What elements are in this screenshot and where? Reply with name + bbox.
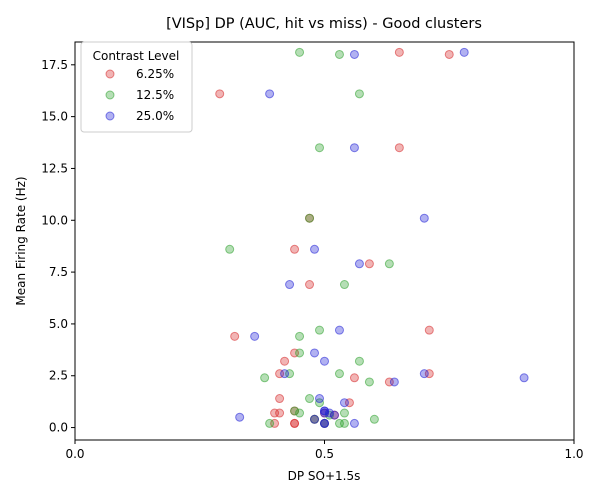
data-point-series-2 <box>349 418 359 428</box>
data-point-series-0 <box>444 49 454 59</box>
x-tick-label: 0.5 <box>315 447 334 461</box>
data-point-series-1 <box>295 47 305 57</box>
y-axis-label: Mean Firing Rate (Hz) <box>14 176 28 305</box>
data-point-series-0 <box>275 394 285 404</box>
data-point-series-2 <box>519 373 529 383</box>
data-point-series-0 <box>275 369 285 379</box>
data-point-series-0 <box>394 143 404 153</box>
data-point-series-0 <box>344 398 354 408</box>
legend: Contrast Level 6.25% 12.5% 25.0% <box>80 41 193 133</box>
legend-label: 25.0% <box>136 109 174 123</box>
data-point-series-2 <box>310 414 320 424</box>
legend-label: 6.25% <box>136 67 174 81</box>
legend-entries: 6.25% 12.5% 25.0% <box>105 67 174 123</box>
y-tick-label: 7.5 <box>49 265 68 279</box>
data-point-series-2 <box>339 398 349 408</box>
data-point-series-1 <box>354 89 364 99</box>
data-point-series-1 <box>384 259 394 269</box>
data-point-series-1 <box>364 377 374 387</box>
y-tick-label: 12.5 <box>41 161 68 175</box>
data-point-series-1 <box>339 418 349 428</box>
data-point-series-2 <box>285 280 295 290</box>
data-point-series-1 <box>305 213 315 223</box>
data-point-series-2 <box>349 143 359 153</box>
data-point-series-0 <box>394 47 404 57</box>
data-point-series-1 <box>260 373 270 383</box>
data-point-series-2 <box>250 331 260 341</box>
data-point-series-2 <box>265 89 275 99</box>
legend-box <box>80 41 193 133</box>
data-point-series-2 <box>320 406 329 416</box>
data-point-series-0 <box>424 369 434 379</box>
data-point-series-2 <box>389 377 399 387</box>
data-point-series-2 <box>280 369 290 379</box>
x-tick-label: 1.0 <box>564 447 583 461</box>
legend-marker <box>105 111 115 121</box>
data-point-series-1 <box>354 356 364 366</box>
data-point-series-0 <box>215 89 225 99</box>
data-point-series-2 <box>354 259 364 269</box>
data-point-series-2 <box>419 213 429 223</box>
x-tick-label: 0.0 <box>65 447 84 461</box>
data-point-series-2 <box>310 348 320 358</box>
y-tick-label: 15.0 <box>41 110 68 124</box>
data-point-series-2 <box>315 394 325 404</box>
data-point-series-1 <box>305 394 315 404</box>
data-point-series-1 <box>285 369 295 379</box>
data-point-series-0 <box>270 418 280 428</box>
data-point-series-1 <box>334 49 344 59</box>
data-point-series-0 <box>349 373 359 383</box>
data-point-series-2 <box>324 408 334 418</box>
data-point-series-1 <box>334 418 344 428</box>
data-point-series-0 <box>305 280 315 290</box>
data-point-series-0 <box>270 408 280 418</box>
y-tick-label: 0.0 <box>49 421 68 435</box>
data-point-series-2 <box>459 47 469 57</box>
data-point-series-1 <box>339 280 349 290</box>
data-point-series-1 <box>295 408 305 418</box>
data-point-series-1 <box>315 143 325 153</box>
x-axis-label: DP SO+1.5s <box>288 469 361 483</box>
data-point-series-2 <box>419 369 429 379</box>
chart-title: [VISp] DP (AUC, hit vs miss) - Good clus… <box>166 16 482 32</box>
data-point-series-2 <box>320 356 329 366</box>
data-point-series-2 <box>235 412 245 422</box>
data-point-series-1 <box>295 331 305 341</box>
data-point-series-0 <box>275 408 285 418</box>
data-point-series-0 <box>364 259 374 269</box>
data-point-series-1 <box>369 414 379 424</box>
data-point-series-1 <box>339 408 349 418</box>
data-points <box>215 47 529 428</box>
data-point-series-0 <box>290 348 300 358</box>
data-point-series-0 <box>424 325 434 335</box>
data-point-series-2 <box>320 418 329 428</box>
legend-marker <box>105 90 115 100</box>
data-point-series-2 <box>349 49 359 59</box>
data-point-series-1 <box>334 369 344 379</box>
legend-label: 12.5% <box>136 88 174 102</box>
data-point-series-0 <box>290 244 300 254</box>
data-point-series-0 <box>290 418 300 428</box>
y-tick-label: 2.5 <box>49 369 68 383</box>
data-point-series-2 <box>329 410 339 420</box>
y-tick-label: 10.0 <box>41 213 68 227</box>
data-point-series-1 <box>290 406 300 416</box>
data-point-series-0 <box>280 356 290 366</box>
y-axis: 0.0 2.5 5.0 7.5 10.0 12.5 15.0 17.5 <box>41 58 75 435</box>
data-point-series-2 <box>310 244 320 254</box>
data-point-series-1 <box>265 418 275 428</box>
data-point-series-2 <box>320 408 329 418</box>
data-point-series-1 <box>315 325 325 335</box>
data-point-series-1 <box>295 348 305 358</box>
x-axis: 0.0 0.5 1.0 <box>65 440 584 461</box>
legend-marker <box>105 69 115 79</box>
data-point-series-2 <box>334 325 344 335</box>
y-tick-label: 5.0 <box>49 317 68 331</box>
y-tick-label: 17.5 <box>41 58 68 72</box>
data-point-series-0 <box>230 331 240 341</box>
legend-title: Contrast Level <box>93 49 180 63</box>
data-point-series-1 <box>225 244 235 254</box>
data-point-series-0 <box>384 377 394 387</box>
